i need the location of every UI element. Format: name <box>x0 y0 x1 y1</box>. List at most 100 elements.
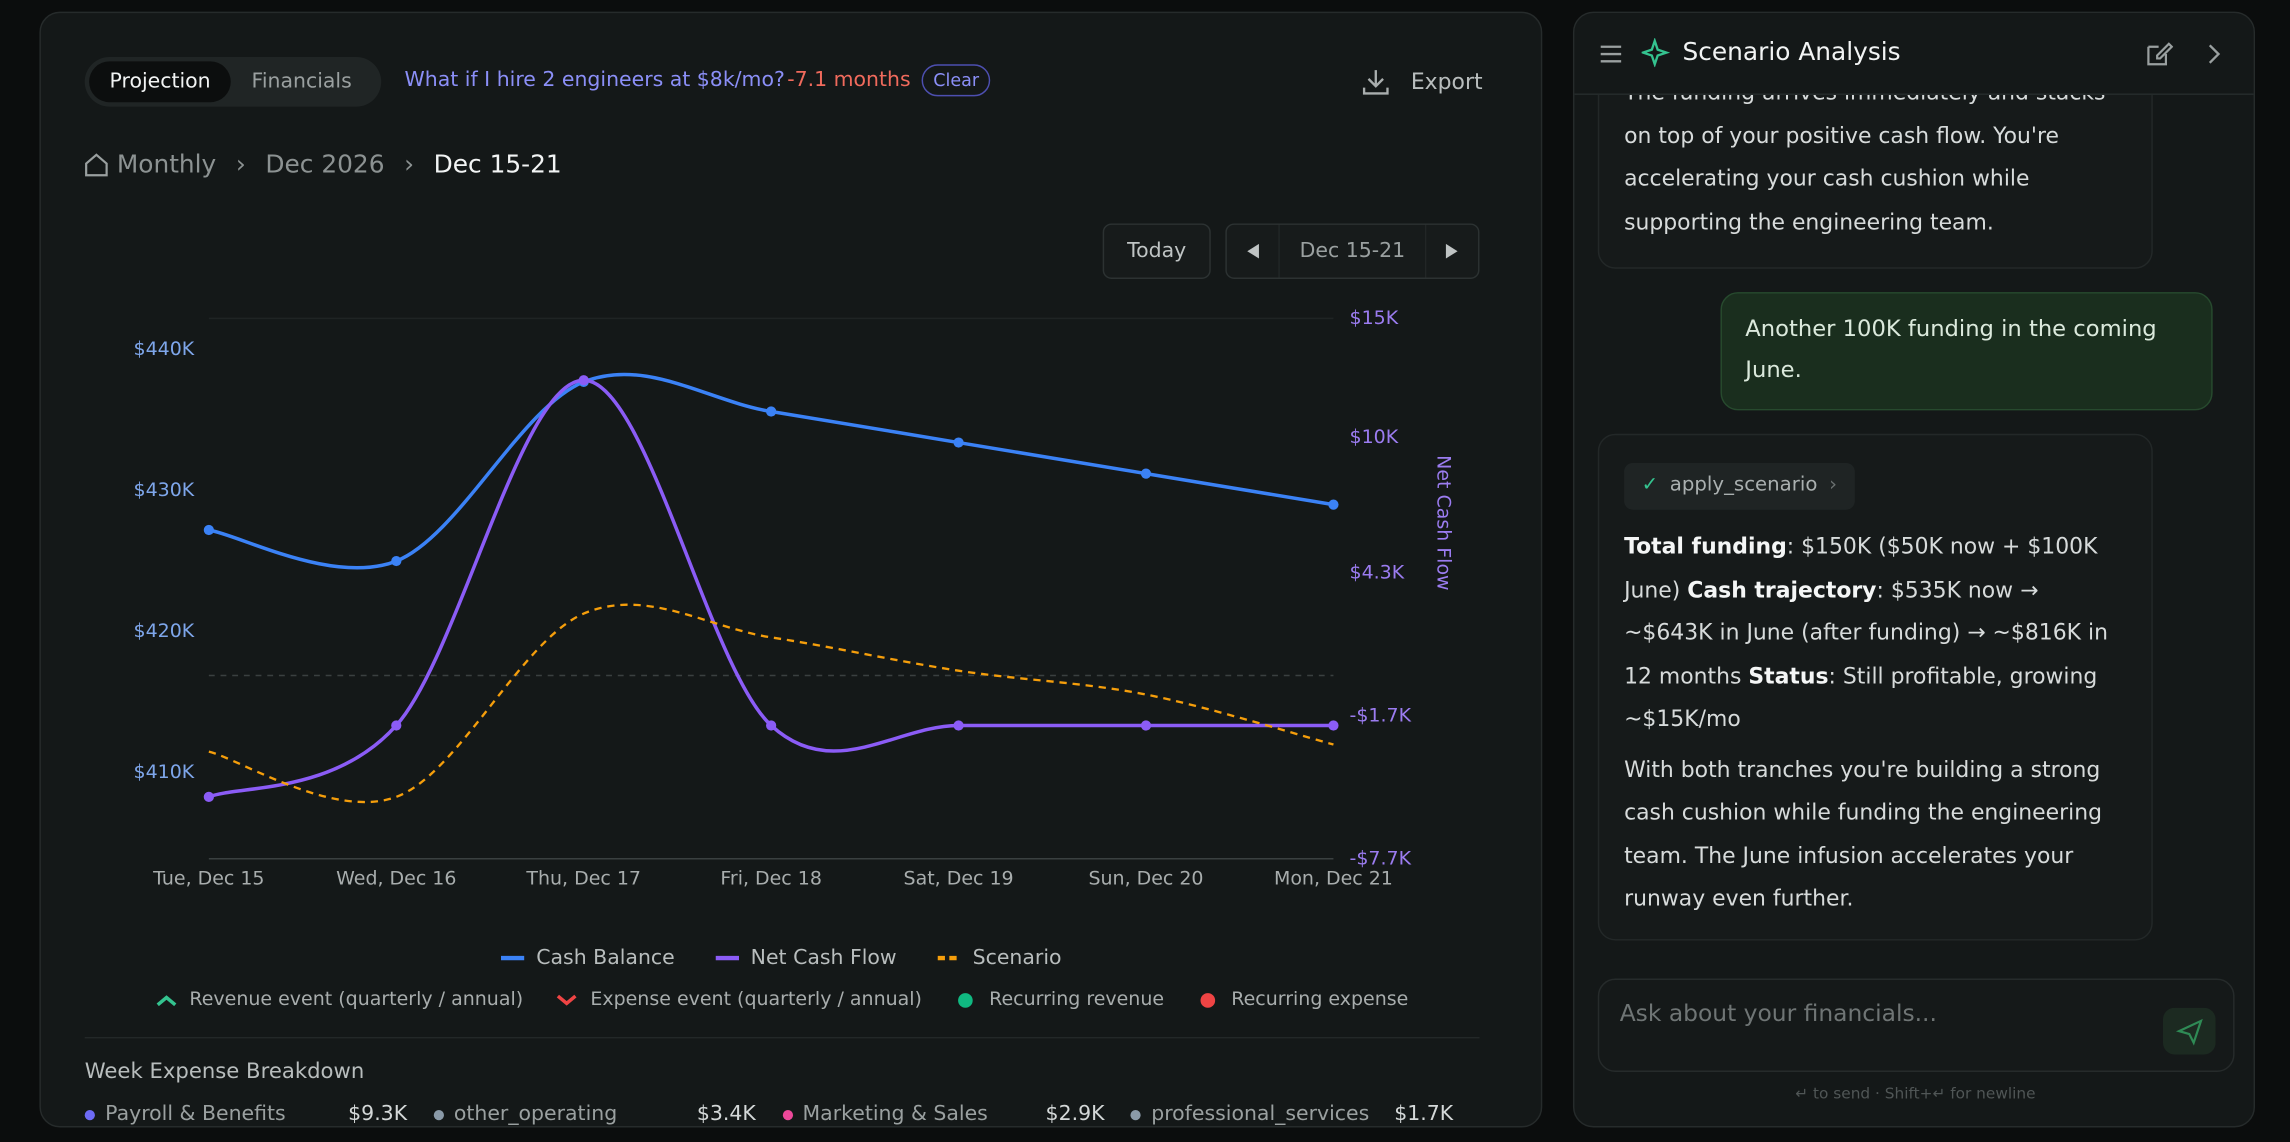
send-button[interactable] <box>2163 1007 2216 1055</box>
breadcrumb-item[interactable]: Monthly <box>116 150 217 180</box>
color-dot <box>782 1109 793 1120</box>
chevron-icon: › <box>1829 473 1837 497</box>
chat-panel: Scenario Analysis The funding arrives im… <box>1572 11 2256 1128</box>
view-tabs: Projection Financials <box>84 56 382 107</box>
event-legend-item: Revenue event (quarterly / annual) <box>154 989 523 1011</box>
chevron <box>156 994 176 1006</box>
data-point <box>578 375 589 386</box>
legend-item: Net Cash Flow <box>715 946 897 970</box>
chevron <box>557 993 577 1005</box>
paragraph: With both tranches you're building a str… <box>1624 749 2126 921</box>
data-point <box>766 720 777 731</box>
series-line <box>208 372 1334 570</box>
breakdown-item: professional_services $1.7K <box>1130 1103 1480 1126</box>
scenario-delta: -7.1 months <box>787 68 911 93</box>
y-tick-label: $420K <box>134 620 195 642</box>
y-tick-label: $440K <box>134 338 195 360</box>
tool-chip[interactable]: ✓ apply_scenario › <box>1624 462 1855 510</box>
y2-tick-label: -$7.7K <box>1350 847 1412 869</box>
item-amount: $2.9K <box>1045 1102 1105 1127</box>
y2-tick-label: $10K <box>1350 426 1399 448</box>
legend: Cash Balance Net Cash Flow Scenario <box>41 946 1522 970</box>
event-legend-item: Recurring expense <box>1196 989 1408 1011</box>
y2-tick-label: $15K <box>1350 307 1399 329</box>
home-icon <box>85 153 108 177</box>
event-marker <box>1200 992 1216 1008</box>
breadcrumb: Monthly › Dec 2026 › Dec 15-21 <box>117 150 562 179</box>
x-tick-label: Thu, Dec 17 <box>525 868 641 890</box>
dot <box>1200 992 1216 1008</box>
breakdown-list: Payroll & Benefits $9.3K other_operating $3… <box>84 1102 1480 1127</box>
x-tick-label: Wed, Dec 16 <box>336 868 456 890</box>
event-legend-item: Recurring revenue <box>954 989 1164 1011</box>
text: : Still profitable, growing ~$15K/mo <box>1624 662 2098 732</box>
item-name: Marketing & Sales <box>802 1102 988 1127</box>
scenario-query[interactable]: What if I hire 2 engineers at $8k/mo? <box>404 68 785 93</box>
chat-title: Scenario Analysis <box>1682 37 1901 68</box>
item-amount: $3.4K <box>696 1102 756 1127</box>
data-point <box>1328 499 1339 510</box>
data-point <box>766 406 777 417</box>
clear-button[interactable]: Clear <box>921 64 991 97</box>
event-label: Recurring expense <box>1231 988 1409 1011</box>
tab[interactable]: Projection <box>89 61 232 103</box>
prev-button[interactable] <box>1227 223 1280 279</box>
event-marker <box>958 992 974 1008</box>
menu-icon[interactable] <box>1598 41 1624 67</box>
data-point <box>953 720 964 731</box>
data-point <box>1140 720 1152 731</box>
range-nav: Dec 15-21 <box>1225 223 1480 279</box>
color-dot <box>433 1109 444 1120</box>
event-marker <box>557 993 577 1005</box>
legend-label: Cash Balance <box>536 946 675 970</box>
text: With both tranches you're building a str… <box>1624 755 2103 912</box>
y-tick-label: $430K <box>134 479 195 501</box>
chat-input[interactable]: Ask about your financials... <box>1597 978 2235 1073</box>
breadcrumb-item: Dec 15-21 <box>433 150 562 180</box>
breakdown-item: Marketing & Sales $2.9K <box>782 1103 1131 1126</box>
data-point <box>203 524 214 536</box>
event-legend: Revenue event (quarterly / annual) Expens… <box>41 989 1522 1011</box>
legend-item: Scenario <box>937 946 1062 970</box>
data-point <box>953 437 964 448</box>
x-tick-label: Sat, Dec 19 <box>904 868 1014 890</box>
today-button[interactable]: Today <box>1102 223 1211 279</box>
collapse-icon[interactable] <box>2202 41 2225 67</box>
item-name: Payroll & Benefits <box>105 1102 286 1127</box>
bold-text: Cash trajectory <box>1687 576 1877 603</box>
export-button[interactable]: Export <box>1410 68 1483 95</box>
color-dot <box>1130 1109 1142 1120</box>
assistant-message: ✓ apply_scenario › Total funding: $150K … <box>1597 433 2153 941</box>
range-label: Dec 15-21 <box>1299 239 1406 263</box>
event-marker <box>156 994 176 1006</box>
legend-label: Net Cash Flow <box>750 946 897 970</box>
legend-swatch <box>715 955 739 961</box>
x-tick-label: Fri, Dec 18 <box>720 868 822 890</box>
text: : $535K now → ~$643K in June (after fund… <box>1624 576 2108 689</box>
y-tick-label: $410K <box>134 761 195 783</box>
breakdown-item: Payroll & Benefits $9.3K <box>84 1102 434 1127</box>
bold-text: Total funding <box>1624 533 1787 560</box>
dot <box>958 992 974 1008</box>
breakdown-title: Week Expense Breakdown <box>84 1060 365 1084</box>
data-point <box>203 791 214 802</box>
data-point <box>1140 468 1152 479</box>
legend-swatch <box>937 955 961 961</box>
export-icon <box>1362 70 1389 95</box>
legend-swatch <box>501 955 525 961</box>
chart: $410K $420K $430K $440K -$7.7K -$1.7K $4.3K $10… <box>134 307 1455 890</box>
x-tick-label: Sun, Dec 20 <box>1088 868 1203 890</box>
series-line <box>208 603 1334 804</box>
breadcrumb-item[interactable]: Dec 2026 <box>265 150 385 180</box>
edit-icon[interactable] <box>2144 39 2174 68</box>
event-legend-item: Expense event (quarterly / annual) <box>555 989 922 1011</box>
tab[interactable]: Financials <box>251 70 352 94</box>
color-dot <box>84 1109 95 1120</box>
data-point <box>391 555 402 567</box>
x-tick-label: Mon, Dec 21 <box>1274 868 1393 890</box>
x-tick-label: Tue, Dec 15 <box>152 868 264 890</box>
next-button[interactable] <box>1425 223 1478 279</box>
series-line <box>208 378 1334 799</box>
paragraph: Total funding: $150K ($50K now + $100K J… <box>1624 526 2126 741</box>
